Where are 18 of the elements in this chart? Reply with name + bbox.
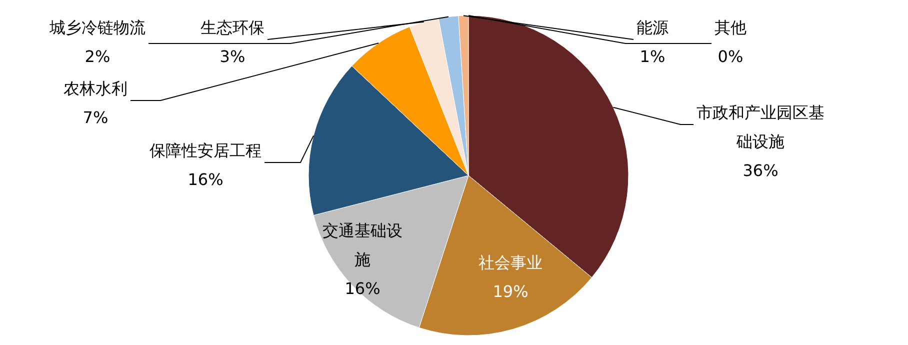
slice-label: 社会事业 xyxy=(478,253,542,272)
data-label: 7% xyxy=(82,108,108,127)
data-label: 16% xyxy=(188,170,224,189)
text: 0% xyxy=(718,47,744,66)
slice-label: 保障性安居工程 xyxy=(150,141,262,160)
data-label: 1% xyxy=(640,47,666,66)
data-label: 2% xyxy=(84,47,110,66)
slice-label: 能源 xyxy=(636,18,668,37)
category-label: 其他 xyxy=(714,18,746,37)
slice-label: 市政和产业园区基础设施 xyxy=(696,103,824,151)
data-label: 36% xyxy=(742,161,778,180)
slice-label: 城乡冷链物流 xyxy=(48,18,146,37)
slice-label: 生态环保 xyxy=(200,18,264,37)
data-label: 3% xyxy=(220,47,246,66)
slice-label: 农林水利 xyxy=(64,79,128,98)
data-label: 19% xyxy=(492,282,528,301)
slice-label: 交通基础设施 xyxy=(322,221,402,269)
data-label: 16% xyxy=(344,279,380,298)
